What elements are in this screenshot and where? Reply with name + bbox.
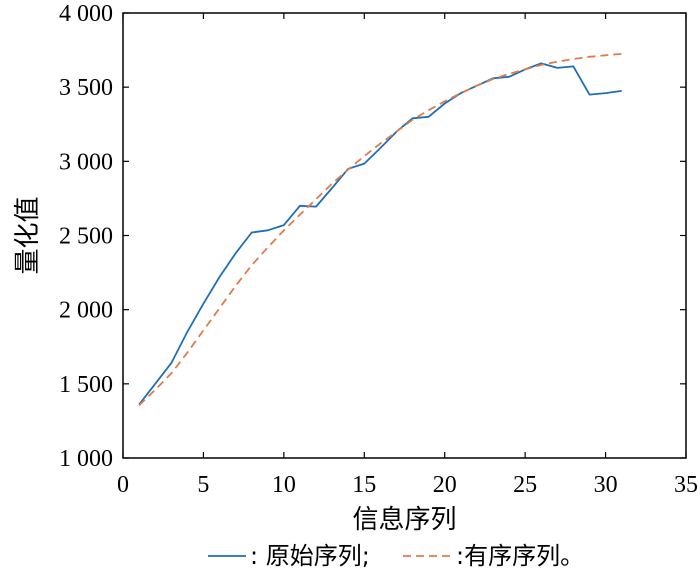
x-tick-label: 30 <box>594 472 618 498</box>
series-group <box>138 52 622 406</box>
x-tick-label: 25 <box>513 472 537 498</box>
series-line-1 <box>138 52 622 406</box>
legend-label-1: :有序序列。 <box>456 542 584 570</box>
y-tick-label: 3 500 <box>59 75 113 101</box>
y-axis-label: 量化值 <box>13 196 43 274</box>
y-tick-label: 4 000 <box>59 1 113 27</box>
x-tick-label: 5 <box>197 472 209 498</box>
y-tick-label: 3 000 <box>59 149 113 175</box>
x-tick-label: 20 <box>433 472 457 498</box>
legend-label-0: : 原始序列; <box>250 542 370 570</box>
x-tick-label: 15 <box>352 472 376 498</box>
x-tick-label: 35 <box>674 472 698 498</box>
x-axis-label: 信息序列 <box>352 505 456 535</box>
y-tick-label: 2 500 <box>59 224 113 250</box>
y-tick-label: 1 000 <box>59 446 113 472</box>
axis-ticks: 0 5 10 15 20 25 30 35 1 000 1 500 2 000 2 500 3 000 3… <box>59 1 698 498</box>
plot-area-frame <box>122 12 687 459</box>
y-tick-label: 2 000 <box>59 298 113 324</box>
legend: : 原始序列; :有序序列。 <box>208 542 584 570</box>
series-line-0 <box>138 62 622 406</box>
x-tick-label: 10 <box>272 472 296 498</box>
x-tick-label: 0 <box>117 472 129 498</box>
y-tick-label: 1 500 <box>59 372 113 398</box>
